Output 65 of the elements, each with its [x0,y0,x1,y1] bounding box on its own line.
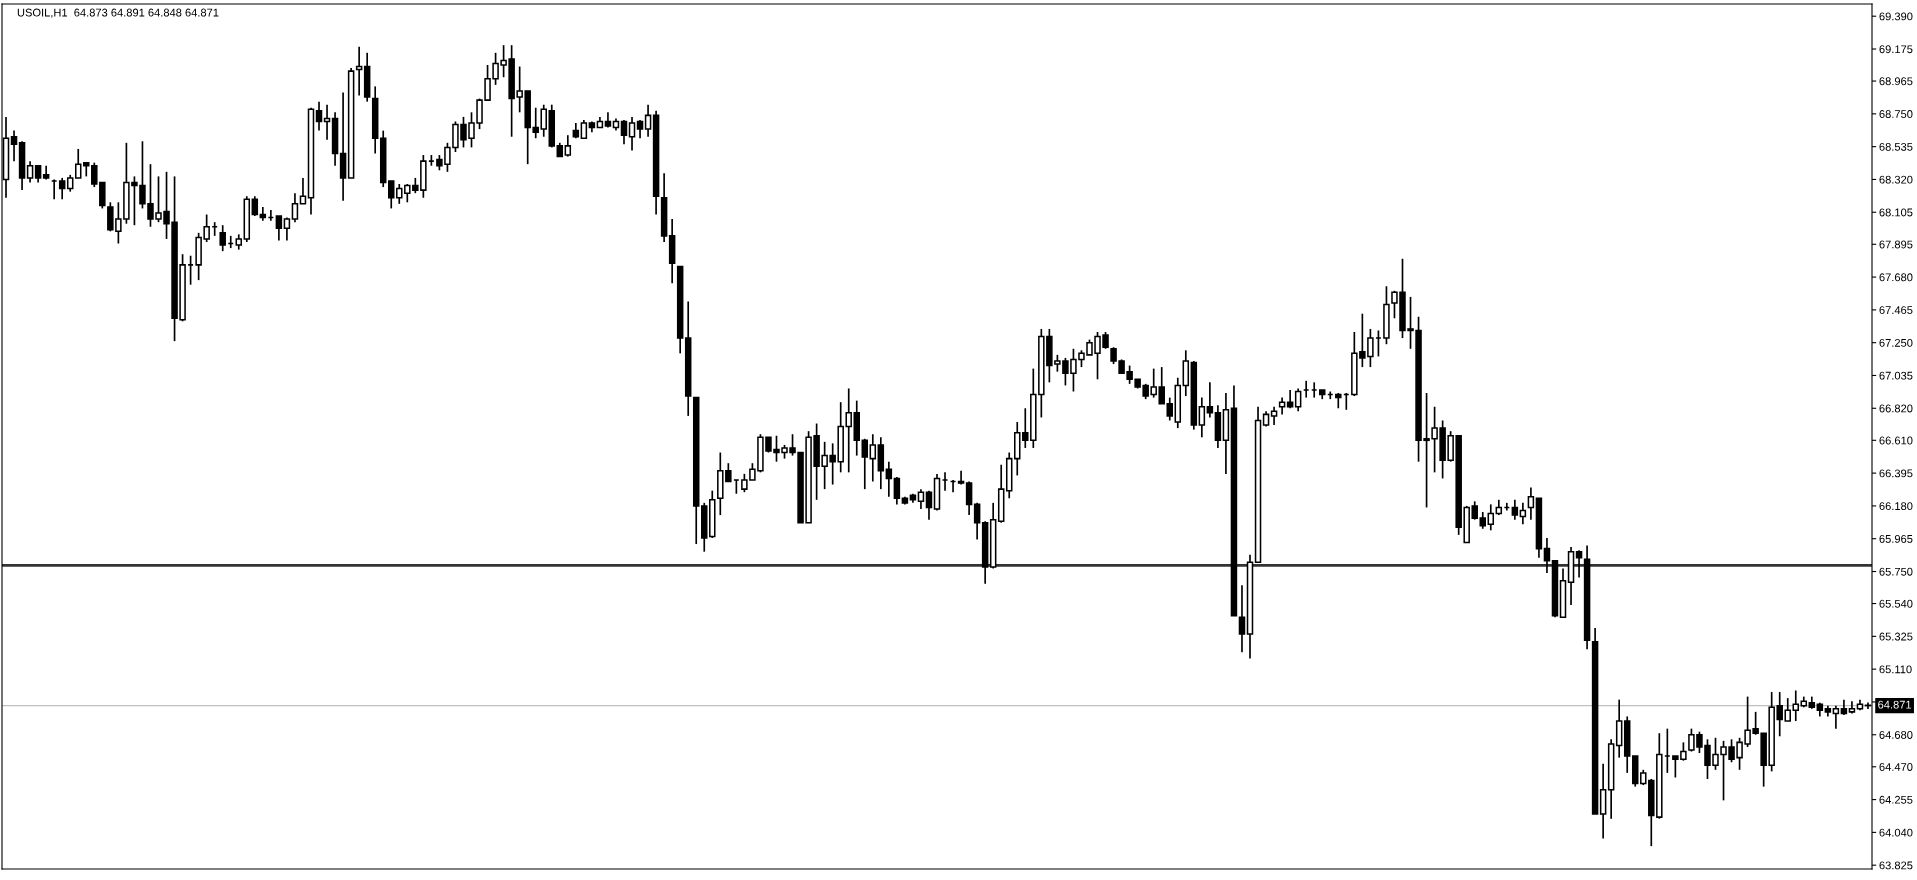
candlestick [1543,537,1551,574]
candlestick [74,148,82,179]
candlestick [580,119,588,140]
candlestick [299,177,307,205]
candlestick [885,460,893,498]
candlestick [965,480,973,516]
ref-line-label: 64.871 [1878,700,1912,709]
y-tick-label: 64.255 [1879,795,1913,804]
candlestick [58,177,66,201]
y-tick-label: 69.390 [1879,12,1913,21]
candlestick [925,489,933,521]
y-tick-label: 66.820 [1879,404,1913,413]
y-tick-label: 64.040 [1879,828,1913,837]
candlestick [291,192,299,223]
candlestick [869,433,877,483]
candlestick [973,502,981,541]
y-tick-label: 68.105 [1879,208,1913,217]
candlestick [861,437,869,490]
y-tick-label: 64.680 [1879,731,1913,739]
y-tick-label: 65.540 [1879,599,1913,608]
y-tick-label: 67.465 [1879,306,1913,315]
y-tick-label: 67.895 [1879,240,1913,249]
candlestick [917,488,925,510]
y-tick-label: 68.320 [1879,175,1913,184]
candlestick [1238,584,1246,654]
candlestick [315,100,323,132]
y-tick-label: 67.035 [1879,371,1913,380]
y-tick-label: 68.750 [1879,110,1913,118]
y-tick-label: 64.470 [1879,763,1913,771]
candlestick [1294,387,1302,413]
candlestick [636,119,644,140]
y-tick-label: 67.680 [1879,273,1913,282]
candlestick [10,129,18,162]
y-tick-label: 65.325 [1879,632,1913,641]
y-tick-label: 68.965 [1879,77,1913,86]
candlestick [1198,396,1206,439]
y-tick-label: 66.610 [1879,436,1913,445]
candlestick [1270,405,1278,426]
candlestick [564,134,572,158]
candlestick [628,116,636,152]
y-tick-label: 65.750 [1879,567,1913,576]
candlestick [620,119,628,146]
y-tick-label: 69.175 [1879,45,1913,54]
y-tick-label: 66.180 [1879,502,1913,511]
candlestick [1575,549,1583,579]
candlestick [957,469,965,486]
y-tick-label: 66.395 [1879,469,1913,478]
chart-title: USOIL,H1 64.873 64.891 64.848 64.871 [17,8,219,18]
candlestick [251,195,259,217]
candlestick [219,224,226,252]
candlestick [1487,503,1495,532]
y-tick-label: 65.110 [1879,665,1912,674]
candlestick [26,160,34,184]
candlestick [1527,486,1535,521]
candlestick [1511,498,1519,521]
candlestick [1792,689,1800,722]
y-tick-label: 63.825 [1879,861,1913,870]
candlestick [275,215,283,242]
y-tick-label: 68.535 [1879,142,1913,151]
candlestick [893,476,901,506]
y-tick-label: 65.965 [1879,534,1913,543]
y-tick-label: 67.250 [1879,338,1913,347]
candlestick [644,103,652,138]
candlestick [1206,381,1214,419]
candlestick [1832,704,1840,730]
